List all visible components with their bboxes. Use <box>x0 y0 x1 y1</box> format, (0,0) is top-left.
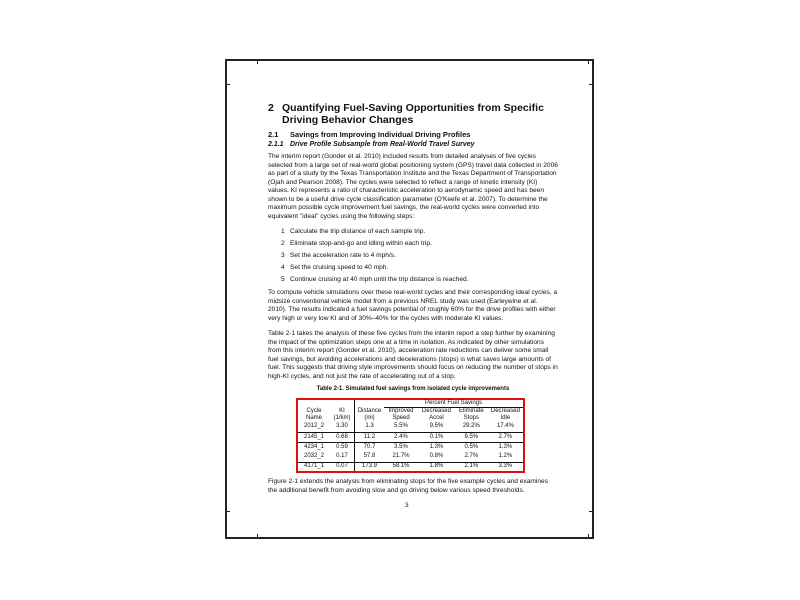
section-heading: 2.1 Savings from Improving Individual Dri… <box>268 130 470 139</box>
cell: 11.2 <box>354 431 384 442</box>
crop-mark <box>257 534 258 539</box>
list-item: 5 Continue cruising at 40 mph until the t… <box>281 276 551 288</box>
col-header-decreased-idle: Decreased Idle <box>490 408 520 421</box>
col-header-distance: Distance (mi) <box>354 399 384 422</box>
cell: 0.5% <box>454 441 488 452</box>
cell: 70.7 <box>354 441 384 452</box>
subsection-number: 2.1.1 <box>268 141 284 148</box>
cell: 3.3% <box>487 461 524 472</box>
cell: 21.7% <box>392 453 410 460</box>
cell: 173.9 <box>354 461 384 472</box>
crop-mark <box>588 59 589 64</box>
crop-mark <box>589 84 594 85</box>
cell: 2012_2 <box>303 423 325 430</box>
cell: 2032_2 <box>303 453 325 460</box>
cell: 2.7% <box>487 431 524 442</box>
document-page <box>225 59 594 539</box>
list-text: Continue cruising at 40 mph until the tr… <box>290 276 469 283</box>
cell: 9.5% <box>429 423 444 430</box>
subsection-title: Drive Profile Subsample from Real-World … <box>290 141 475 148</box>
list-text: Eliminate stop-and-go and idling within … <box>290 240 432 247</box>
cell: 0.8% <box>429 453 444 460</box>
table-row: 2012_2 3.30 1.3 5.5% 9.5% 29.2% 17.4% <box>297 422 524 432</box>
cell: 1.3 <box>354 422 384 432</box>
table-row: 4234_1 0.59 70.7 3.5% 1.3% 0.5% 1.3% <box>297 441 524 452</box>
col-header-improved-speed: Improved Speed <box>388 408 414 421</box>
cell: 2.7% <box>464 453 479 460</box>
list-number: 2 <box>281 240 285 247</box>
crop-mark <box>589 511 594 512</box>
crop-mark <box>588 534 589 539</box>
cell: 0.07 <box>330 461 355 472</box>
crop-mark <box>225 84 230 85</box>
list-item: 1 Calculate the trip distance of each sam… <box>281 228 551 240</box>
list-item: 3 Set the acceleration rate to 4 mph/s. <box>281 252 551 264</box>
section-title: Savings from Improving Individual Drivin… <box>290 130 471 139</box>
cell: 1.3% <box>417 441 455 452</box>
cell: 29.2% <box>462 423 480 430</box>
table-caption: Table 2-1. Simulated fuel savings from i… <box>316 386 510 392</box>
cell: 5.5% <box>394 423 408 430</box>
cell: 1.3% <box>487 441 524 452</box>
col-header-decreased-accel: Decreased Accel <box>421 408 451 421</box>
cell: 58.1% <box>384 461 418 472</box>
cell: 17.4% <box>496 423 514 430</box>
cell: 57.8 <box>354 452 384 462</box>
cell: 0.17 <box>336 453 348 460</box>
col-header-ki: KI (1/km) <box>333 408 351 421</box>
cell: 2.1% <box>454 461 488 472</box>
cell: 2145_1 <box>297 431 330 442</box>
cell: 3.30 <box>336 423 348 430</box>
chapter-title: Quantifying Fuel-Saving Opportunities fr… <box>282 102 544 126</box>
table-row: 2032_2 0.17 57.8 21.7% 0.8% 2.7% 1.2% <box>297 452 524 462</box>
cell: 9.5% <box>454 431 488 442</box>
subsection-heading: 2.1.1 Drive Profile Subsample from Real-W… <box>268 141 475 148</box>
chapter-number: 2 <box>268 102 274 114</box>
paragraph: To compute vehicle simulations over thes… <box>268 289 558 322</box>
list-number: 3 <box>281 252 285 259</box>
list-text: Set the acceleration rate to 4 mph/s. <box>290 252 396 259</box>
list-number: 5 <box>281 276 285 283</box>
section-number: 2.1 <box>268 130 279 139</box>
crop-mark <box>257 59 258 64</box>
cell: 0.1% <box>417 431 455 442</box>
table-row: 4171_1 0.07 173.9 58.1% 1.8% 2.1% 3.3% <box>297 461 524 472</box>
list-number: 1 <box>281 228 285 235</box>
list-text: Calculate the trip distance of each samp… <box>290 228 426 235</box>
list-item: 4 Set the cruising speed to 40 mph. <box>281 264 551 276</box>
col-header-eliminate-stops: Eliminate Stops <box>458 408 484 421</box>
paragraph: Table 2-1 takes the analysis of these fi… <box>268 330 558 380</box>
cell: 4234_1 <box>297 441 330 452</box>
cell: 3.5% <box>384 441 418 452</box>
cell: 2.4% <box>384 431 418 442</box>
table-row: 2145_1 0.68 11.2 2.4% 0.1% 9.5% 2.7% <box>297 431 524 442</box>
list-number: 4 <box>281 264 285 271</box>
paragraph: The interim report (Gonder et al. 2010) … <box>268 153 558 220</box>
cell: 1.2% <box>498 453 513 460</box>
steps-list: 1 Calculate the trip distance of each sam… <box>281 228 551 288</box>
chapter-heading: 2 Quantifying Fuel-Saving Opportunities … <box>268 102 568 126</box>
list-text: Set the cruising speed to 40 mph. <box>290 264 389 271</box>
col-header-cycle: Cycle Name <box>305 408 322 421</box>
list-item: 2 Eliminate stop-and-go and idling within… <box>281 240 551 252</box>
cell: 4171_1 <box>297 461 330 472</box>
cell: 0.68 <box>330 431 355 442</box>
paragraph: Figure 2-1 extends the analysis from eli… <box>268 478 549 494</box>
cell: 0.59 <box>330 441 355 452</box>
page-number: 3 <box>405 502 409 509</box>
col-group-header: Percent Fuel Savings <box>384 399 524 408</box>
crop-mark <box>225 511 230 512</box>
cell: 1.8% <box>417 461 455 472</box>
fuel-savings-table: Cycle Name KI (1/km) Distance (mi) Perce… <box>296 398 525 473</box>
